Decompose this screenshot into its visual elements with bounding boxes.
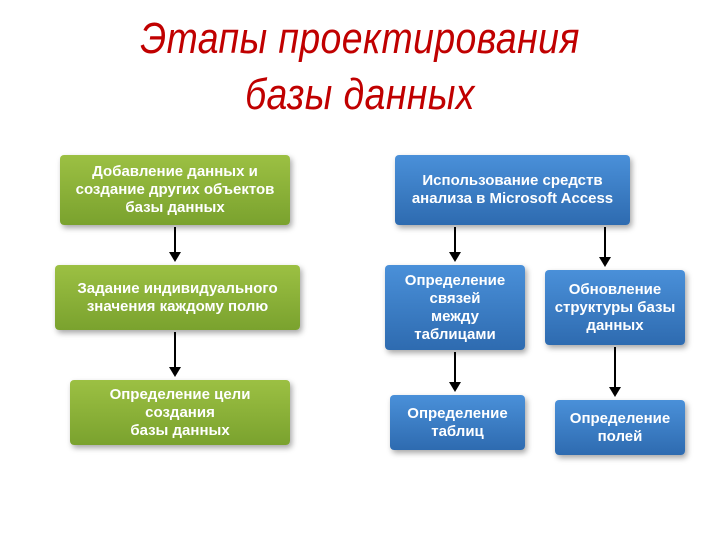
title-line-2: базы данных bbox=[54, 70, 666, 120]
title-line-1: Этапы проектирования bbox=[54, 14, 666, 64]
box-define-purpose: Определение цели созданиябазы данных bbox=[70, 380, 290, 445]
box-update-structure: Обновление структуры базы данных bbox=[545, 270, 685, 345]
box-define-fields: Определение полей bbox=[555, 400, 685, 455]
box-define-tables: Определение таблиц bbox=[390, 395, 525, 450]
box-define-relations: Определение связеймежду таблицами bbox=[385, 265, 525, 350]
box-analysis-tools: Использование средств анализа в Microsof… bbox=[395, 155, 630, 225]
stage: Этапы проектирования базы данных Добавле… bbox=[0, 0, 720, 540]
box-add-data: Добавление данных и создание других объе… bbox=[60, 155, 290, 225]
box-individual-values: Задание индивидуального значения каждому… bbox=[55, 265, 300, 330]
